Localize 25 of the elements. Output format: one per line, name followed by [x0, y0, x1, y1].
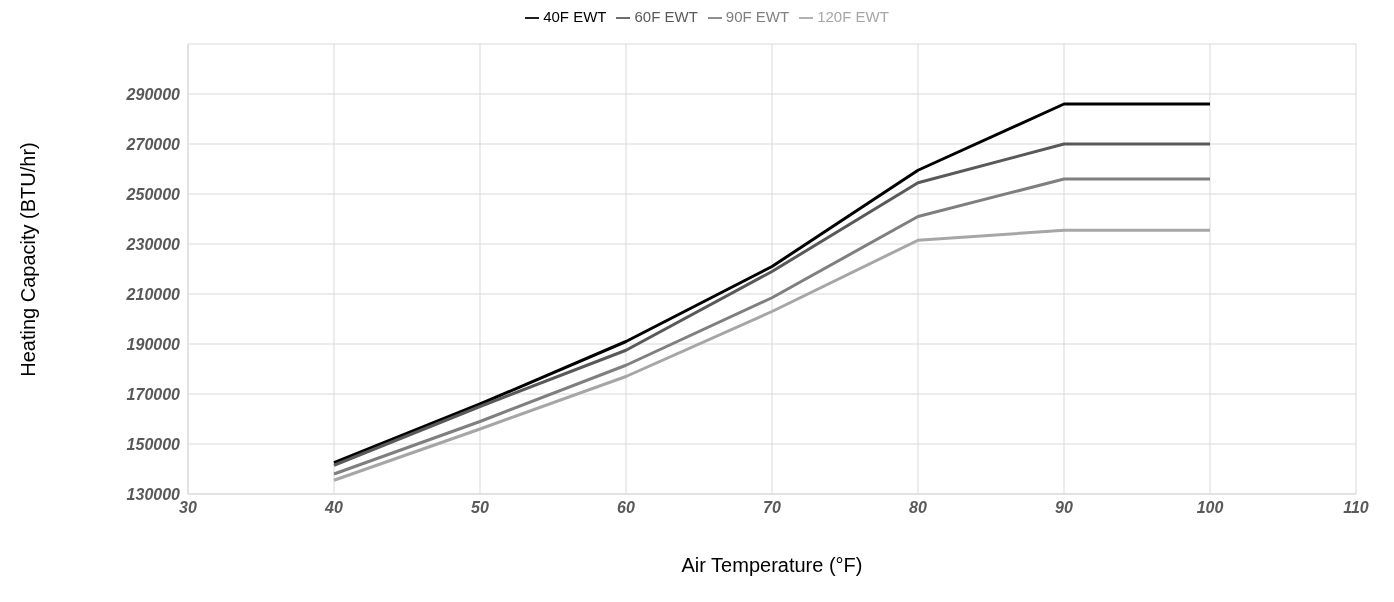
x-tick-label: 100: [1196, 499, 1224, 517]
legend-label: 60F EWT: [634, 8, 698, 25]
x-tick-label: 80: [909, 499, 927, 517]
x-tick-label: 110: [1343, 499, 1369, 517]
y-tick-label: 130000: [126, 485, 181, 503]
legend-label: 40F EWT: [543, 8, 607, 25]
x-tick-label: 90: [1055, 499, 1073, 517]
y-tick-label: 150000: [126, 435, 181, 453]
x-axis-title: Air Temperature (°F): [680, 554, 864, 577]
y-tick-label: 290000: [125, 85, 181, 103]
y-tick-label: 210000: [125, 285, 181, 303]
y-tick-label: 170000: [126, 385, 181, 403]
y-tick-label: 190000: [126, 335, 181, 353]
legend-label: 120F EWT: [817, 8, 889, 25]
y-tick-label: 270000: [125, 135, 181, 153]
x-tick-label: 40: [324, 499, 343, 517]
legend-label: 90F EWT: [725, 8, 790, 25]
y-axis-title: Heating Capacity (BTU/hr): [16, 141, 40, 377]
x-tick-label: 70: [763, 499, 781, 517]
x-tick-label: 50: [471, 499, 489, 517]
y-tick-label: 230000: [125, 235, 181, 253]
line-series: [332, 228, 1212, 482]
x-tick-label: 30: [179, 499, 197, 517]
x-tick-label: 60: [617, 499, 635, 517]
y-tick-label: 250000: [125, 185, 181, 203]
